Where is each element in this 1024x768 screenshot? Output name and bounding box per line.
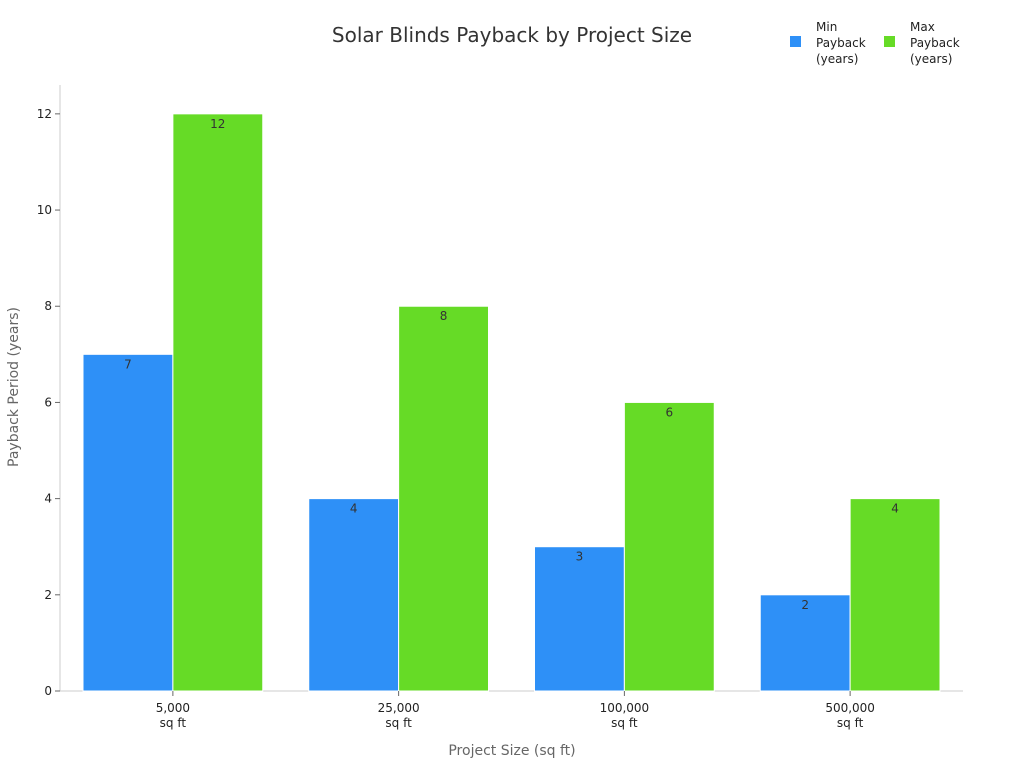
y-tick-label: 10 — [37, 203, 52, 217]
legend-label: Payback — [816, 36, 866, 50]
x-tick-label: 500,000 — [825, 701, 875, 715]
bar-value-label: 7 — [124, 357, 132, 371]
legend-label: Max — [910, 20, 935, 34]
x-tick-label: sq ft — [160, 716, 187, 730]
y-tick-label: 2 — [44, 588, 52, 602]
legend: Min Payback (years) Max Payback (years) — [790, 20, 960, 66]
y-tick-label: 12 — [37, 107, 52, 121]
bar-value-label: 4 — [350, 502, 358, 516]
max-payback-bar — [172, 113, 264, 692]
legend-label: (years) — [816, 52, 858, 66]
max-payback-bar — [398, 305, 489, 692]
min-payback-bar — [308, 498, 400, 692]
max-payback-bar — [623, 401, 715, 692]
y-tick-label: 8 — [44, 299, 52, 313]
chart-title: Solar Blinds Payback by Project Size — [332, 23, 692, 47]
max-payback-bar — [849, 498, 941, 692]
y-axis-title: Payback Period (years) — [6, 307, 22, 467]
min-payback-bar — [82, 353, 174, 692]
x-tick-label: sq ft — [837, 716, 864, 730]
bar-value-label: 6 — [665, 405, 673, 419]
bar-value-label: 2 — [801, 598, 809, 612]
min-payback-bar — [534, 546, 625, 692]
y-tick-label: 6 — [44, 395, 52, 409]
bar-value-label: 4 — [891, 502, 899, 516]
min-payback-bar — [759, 594, 851, 692]
bar-value-label: 12 — [210, 117, 225, 131]
x-tick-label: 100,000 — [600, 701, 650, 715]
legend-label: Payback — [910, 36, 960, 50]
x-tick-label: sq ft — [611, 716, 638, 730]
y-tick-label: 0 — [44, 684, 52, 698]
legend-swatch-max — [884, 36, 895, 47]
y-tick-label: 4 — [44, 492, 52, 506]
legend-swatch-min — [790, 36, 801, 47]
legend-label: (years) — [910, 52, 952, 66]
legend-label: Min — [816, 20, 837, 34]
x-tick-label: 5,000 — [156, 701, 190, 715]
bar-value-label: 8 — [440, 309, 448, 323]
x-tick-label: sq ft — [385, 716, 412, 730]
x-tick-label: 25,000 — [378, 701, 420, 715]
x-axis-title: Project Size (sq ft) — [448, 743, 575, 759]
bar-value-label: 3 — [576, 550, 584, 564]
